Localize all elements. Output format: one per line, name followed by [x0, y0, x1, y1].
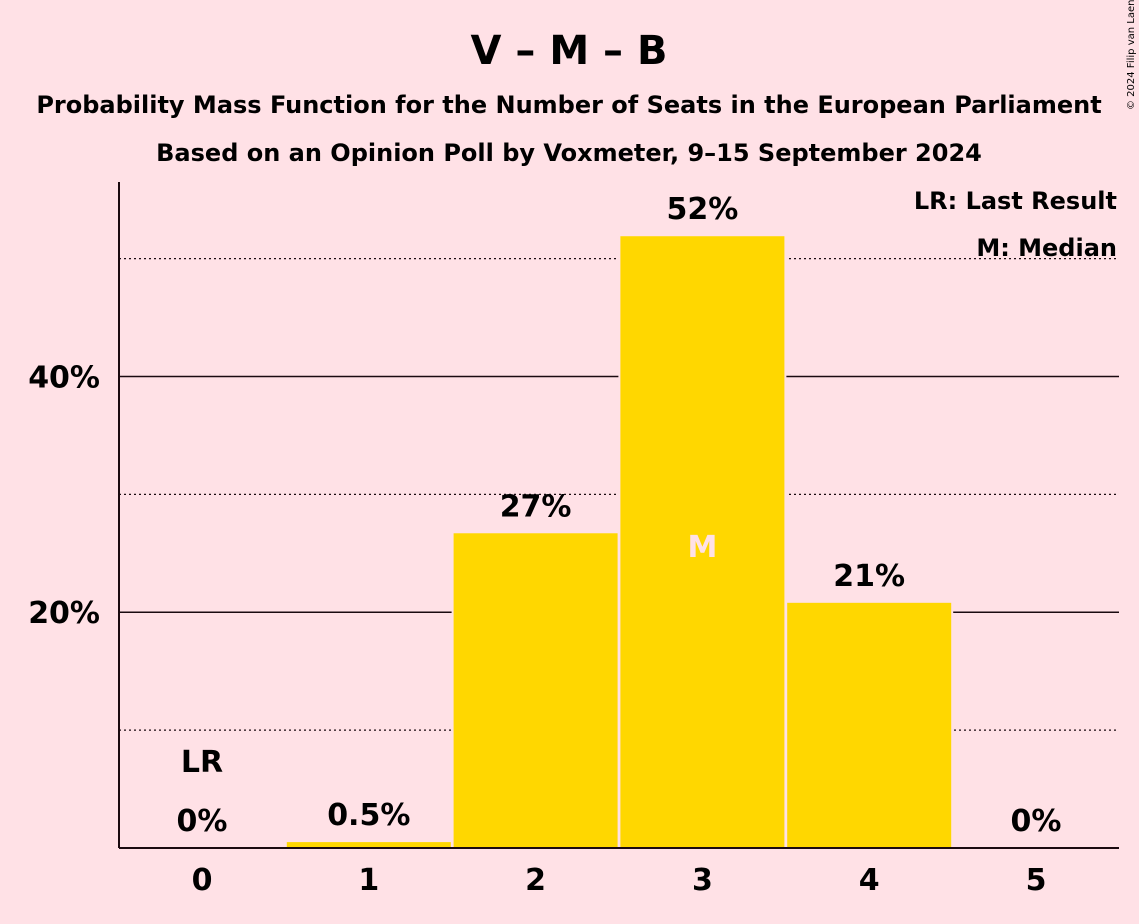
data-label: 0.5% — [327, 798, 410, 833]
chart-title: V – M – B — [471, 28, 668, 74]
x-tick-label: 5 — [1026, 863, 1047, 898]
x-tick-label: 2 — [525, 863, 546, 898]
labels-group: 0 0% 1 0.5% 2 27% 3 52% 4 21% 5 0% LR M — [177, 192, 1062, 898]
data-label: 0% — [177, 804, 228, 839]
last-result-marker: LR — [181, 745, 223, 780]
bars-group — [284, 236, 954, 848]
bar — [620, 236, 785, 847]
x-tick-label: 0 — [192, 863, 213, 898]
data-label: 52% — [666, 192, 738, 227]
bar — [453, 533, 618, 847]
legend-last-result: LR: Last Result — [914, 187, 1117, 215]
copyright-notice: © 2024 Filip van Laenen — [1126, 0, 1137, 110]
x-tick-label: 1 — [358, 863, 379, 898]
y-tick-label: 40% — [28, 360, 100, 395]
x-tick-label: 4 — [859, 863, 880, 898]
bar — [787, 602, 952, 847]
data-label: 0% — [1011, 804, 1062, 839]
x-tick-label: 3 — [692, 863, 713, 898]
legend-median: M: Median — [976, 234, 1117, 262]
chart-subtitle-method: Probability Mass Function for the Number… — [36, 91, 1101, 119]
bar — [286, 842, 451, 847]
data-label: 27% — [500, 489, 572, 524]
y-tick-label: 20% — [28, 596, 100, 631]
chart-subtitle-poll: Based on an Opinion Poll by Voxmeter, 9–… — [156, 139, 982, 167]
median-marker: M — [687, 530, 717, 565]
data-label: 21% — [833, 559, 905, 594]
